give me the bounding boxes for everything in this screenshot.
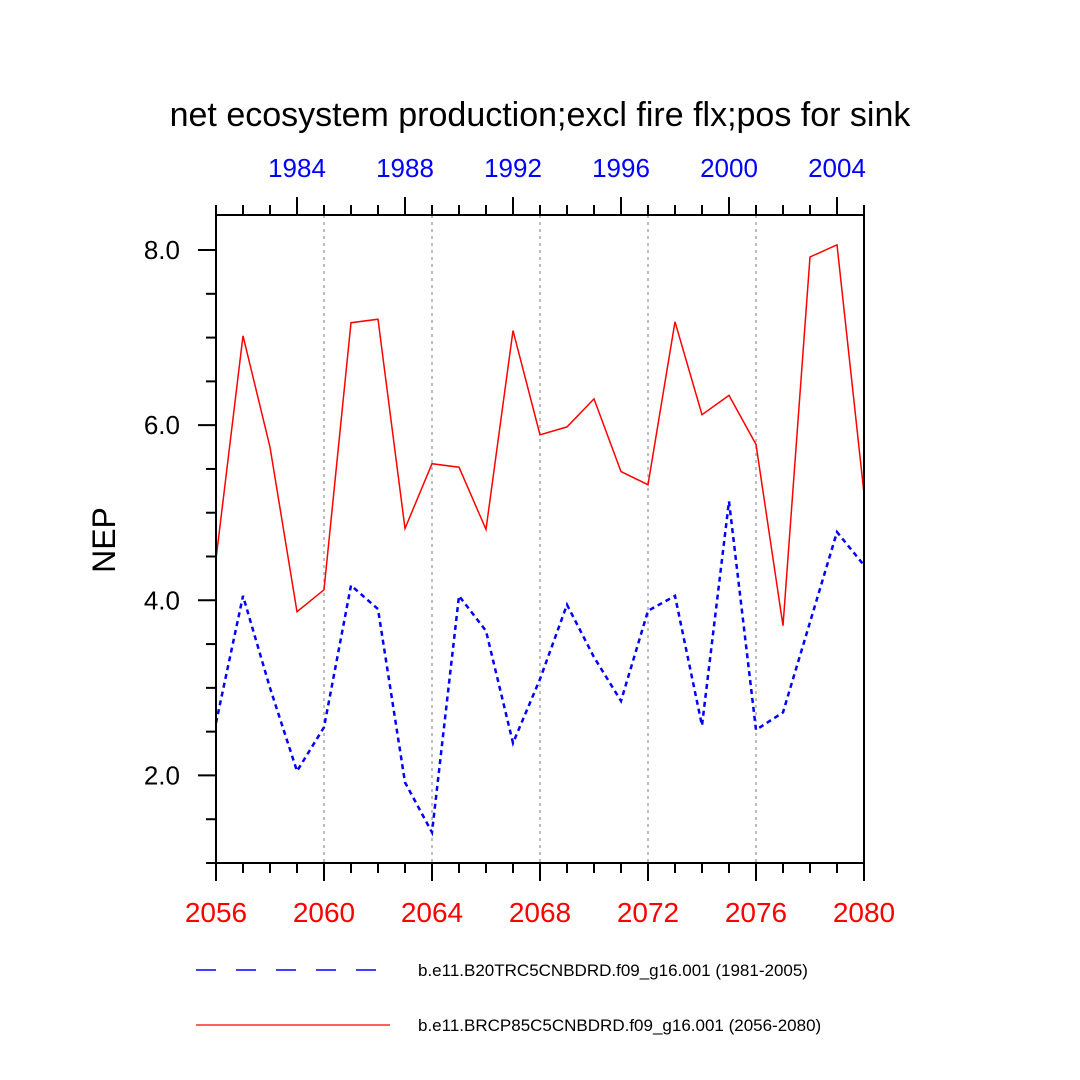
axes: 2056 2060 2064 2068 2072 2076 2080 1984 1988 1992… — [144, 153, 895, 928]
top-tick-label-1996: 1996 — [592, 153, 650, 183]
chart-title: net ecosystem production;excl fire flx;p… — [170, 96, 912, 134]
bottom-tick-label-2060: 2060 — [293, 897, 355, 928]
bottom-tick-label-2080: 2080 — [833, 897, 895, 928]
vertical-gridlines — [323, 215, 757, 863]
series-line-0 — [214, 501, 865, 837]
bottom-tick-label-2064: 2064 — [401, 897, 463, 928]
y-tick-label-4.0: 4.0 — [144, 585, 180, 615]
top-tick-label-1984: 1984 — [268, 153, 326, 183]
y-axis-label: NEP — [86, 507, 122, 573]
top-tick-label-1988: 1988 — [376, 153, 434, 183]
series-lines — [214, 243, 865, 837]
top-tick-label-1992: 1992 — [484, 153, 542, 183]
top-tick-label-2000: 2000 — [700, 153, 758, 183]
y-tick-label-8.0: 8.0 — [144, 235, 180, 265]
bottom-tick-label-2076: 2076 — [725, 897, 787, 928]
bottom-tick-label-2056: 2056 — [185, 897, 247, 928]
bottom-tick-label-2068: 2068 — [509, 897, 571, 928]
bottom-tick-label-2072: 2072 — [617, 897, 679, 928]
series-line-1 — [215, 243, 865, 626]
top-tick-label-2004: 2004 — [808, 153, 866, 183]
y-tick-label-2.0: 2.0 — [144, 760, 180, 790]
legend-label-0: b.e11.B20TRC5CNBDRD.f09_g16.001 (1981-20… — [418, 961, 808, 980]
legend-label-1: b.e11.BRCP85C5CNBDRD.f09_g16.001 (2056-2… — [418, 1016, 821, 1035]
y-tick-label-6.0: 6.0 — [144, 410, 180, 440]
legend: b.e11.B20TRC5CNBDRD.f09_g16.001 (1981-20… — [196, 961, 821, 1035]
